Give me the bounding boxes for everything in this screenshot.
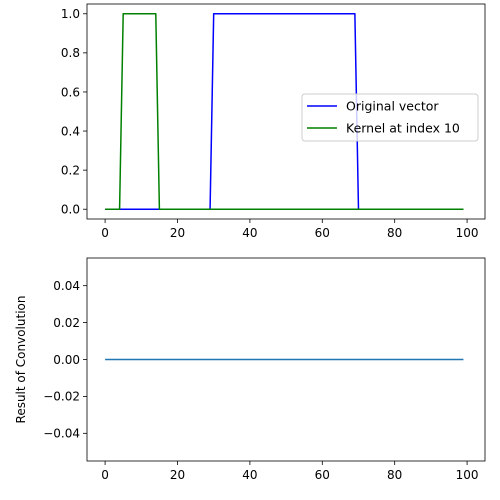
legend-label: Kernel at index 10 [346, 121, 460, 136]
y-tick-label: 0.02 [53, 316, 80, 330]
y-tick-label: 1.0 [61, 7, 80, 21]
x-tick-label: 60 [315, 468, 330, 482]
y-axis-label: Result of Convolution [14, 296, 28, 424]
y-tick-label: 0.00 [53, 353, 80, 367]
y-tick-label: 0.8 [61, 46, 80, 60]
y-tick-label: 0.0 [61, 203, 80, 217]
y-tick-label: 0.6 [61, 85, 80, 99]
x-tick-label: 0 [101, 226, 109, 240]
x-tick-label: 100 [456, 468, 479, 482]
x-tick-label: 0 [101, 468, 109, 482]
y-tick-label: 0.04 [53, 279, 80, 293]
y-tick-label: 0.2 [61, 163, 80, 177]
legend-box [301, 93, 479, 142]
x-tick-label: 80 [387, 468, 402, 482]
x-tick-label: 100 [456, 226, 479, 240]
x-tick-label: 60 [315, 226, 330, 240]
legend-label: Original vector [346, 99, 439, 114]
chart-2: 0 20 40 60 80 100 −0.04 −0.02 0.00 0.02 0.04 Result… [14, 257, 486, 482]
axes-frame [86, 3, 486, 220]
chart-1: 0 20 40 60 80 100 0.0 0.2 0.4 0.6 0.8 1.0 Original v… [61, 3, 486, 240]
legend: Original vector Kernel at index 10 [301, 93, 479, 142]
y-tick-label: −0.02 [43, 390, 80, 404]
y-tick-label: 0.4 [61, 124, 80, 138]
x-tick-label: 40 [242, 226, 257, 240]
y-tick-label: −0.04 [43, 427, 80, 441]
x-tick-label: 20 [170, 468, 185, 482]
series-line-kernel-at-index-10 [105, 13, 464, 210]
x-tick-label: 80 [387, 226, 402, 240]
x-tick-label: 40 [242, 468, 257, 482]
x-tick-label: 20 [170, 226, 185, 240]
